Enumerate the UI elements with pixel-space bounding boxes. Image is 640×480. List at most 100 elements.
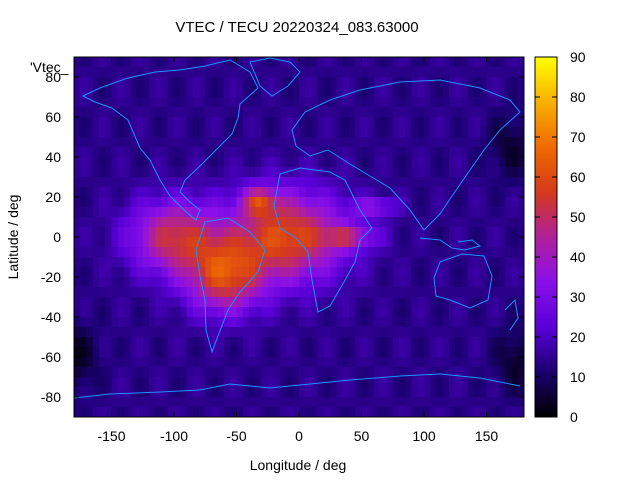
heatmap-cell: [267, 187, 275, 198]
heatmap-cell: [174, 207, 181, 218]
heatmap-cell: [517, 407, 525, 418]
heatmap-cell: [355, 327, 362, 338]
heatmap-cell: [242, 67, 250, 78]
heatmap-cell: [205, 287, 212, 298]
heatmap-cell: [261, 317, 269, 328]
heatmap-cell: [211, 57, 219, 68]
heatmap-cell: [367, 337, 375, 348]
heatmap-cell: [130, 287, 137, 298]
heatmap-cell: [99, 307, 106, 318]
heatmap-cell: [392, 297, 400, 308]
heatmap-cell: [499, 267, 506, 278]
heatmap-cell: [117, 207, 125, 218]
heatmap-cell: [417, 197, 425, 208]
heatmap-cell: [355, 337, 362, 348]
heatmap-cell: [105, 307, 112, 318]
heatmap-cell: [380, 297, 387, 308]
heatmap-cell: [424, 137, 431, 148]
heatmap-cell: [124, 297, 131, 308]
heatmap-cell: [330, 247, 337, 258]
heatmap-cell: [336, 297, 344, 308]
heatmap-cell: [280, 367, 287, 378]
heatmap-cell: [436, 97, 444, 108]
heatmap-cell: [136, 337, 144, 348]
heatmap-cell: [517, 107, 525, 118]
heatmap-cell: [192, 107, 200, 118]
heatmap-cell: [117, 137, 125, 148]
heatmap-cell: [161, 77, 169, 88]
heatmap-cell: [192, 147, 200, 158]
heatmap-cell: [192, 377, 200, 388]
heatmap-cell: [280, 167, 287, 178]
heatmap-cell: [361, 257, 369, 268]
heatmap-cell: [249, 397, 256, 408]
heatmap-cell: [180, 297, 187, 308]
heatmap-cell: [380, 247, 387, 258]
heatmap-cell: [355, 267, 362, 278]
heatmap-cell: [436, 407, 444, 418]
heatmap-cell: [186, 407, 194, 418]
heatmap-cell: [230, 187, 237, 198]
heatmap-cell: [74, 267, 81, 278]
heatmap-cell: [142, 137, 150, 148]
heatmap-cell: [461, 107, 469, 118]
heatmap-cell: [492, 277, 500, 288]
heatmap-cell: [199, 167, 206, 178]
heatmap-cell: [230, 307, 237, 318]
heatmap-cell: [105, 297, 112, 308]
heatmap-cell: [261, 287, 269, 298]
heatmap-cell: [311, 217, 319, 228]
heatmap-cell: [111, 397, 119, 408]
heatmap-cell: [430, 257, 437, 268]
heatmap-cell: [311, 127, 319, 138]
heatmap-cell: [274, 207, 281, 218]
heatmap-cell: [130, 147, 137, 158]
heatmap-cell: [130, 377, 137, 388]
heatmap-cell: [236, 77, 244, 88]
heatmap-cell: [199, 337, 206, 348]
heatmap-cell: [149, 287, 156, 298]
heatmap-cell: [417, 207, 425, 218]
heatmap-cell: [86, 227, 94, 238]
heatmap-cell: [117, 397, 125, 408]
heatmap-cell: [355, 197, 362, 208]
heatmap-cell: [386, 367, 394, 378]
heatmap-cell: [217, 157, 225, 168]
heatmap-cell: [174, 87, 181, 98]
heatmap-cell: [80, 217, 87, 228]
heatmap-cell: [292, 267, 300, 278]
heatmap-cell: [99, 287, 106, 298]
heatmap-cell: [211, 67, 219, 78]
heatmap-cell: [417, 147, 425, 158]
heatmap-cell: [74, 307, 81, 318]
heatmap-cell: [124, 397, 131, 408]
heatmap-cell: [467, 177, 475, 188]
heatmap-cell: [155, 407, 162, 418]
heatmap-cell: [86, 307, 94, 318]
heatmap-cell: [224, 227, 231, 238]
heatmap-cell: [424, 257, 431, 268]
heatmap-cell: [230, 327, 237, 338]
heatmap-cell: [486, 57, 494, 68]
heatmap-cell: [217, 317, 225, 328]
heatmap-cell: [124, 117, 131, 128]
heatmap-cell: [380, 237, 387, 248]
heatmap-cell: [342, 327, 350, 338]
heatmap-cell: [442, 167, 450, 178]
heatmap-cell: [255, 317, 262, 328]
heatmap-cell: [386, 377, 394, 388]
heatmap-cell: [361, 267, 369, 278]
heatmap-cell: [317, 377, 325, 388]
coastline-africa: [273, 167, 373, 313]
heatmap-cell: [149, 337, 156, 348]
heatmap-cell: [399, 117, 406, 128]
heatmap-cell: [174, 127, 181, 138]
heatmap-cell: [80, 117, 87, 128]
heatmap-cell: [249, 137, 256, 148]
heatmap-cell: [424, 267, 431, 278]
heatmap-cell: [374, 317, 381, 328]
heatmap-cell: [349, 257, 356, 268]
heatmap-cell: [305, 397, 312, 408]
heatmap-cell: [74, 97, 81, 108]
heatmap-cell: [455, 167, 462, 178]
